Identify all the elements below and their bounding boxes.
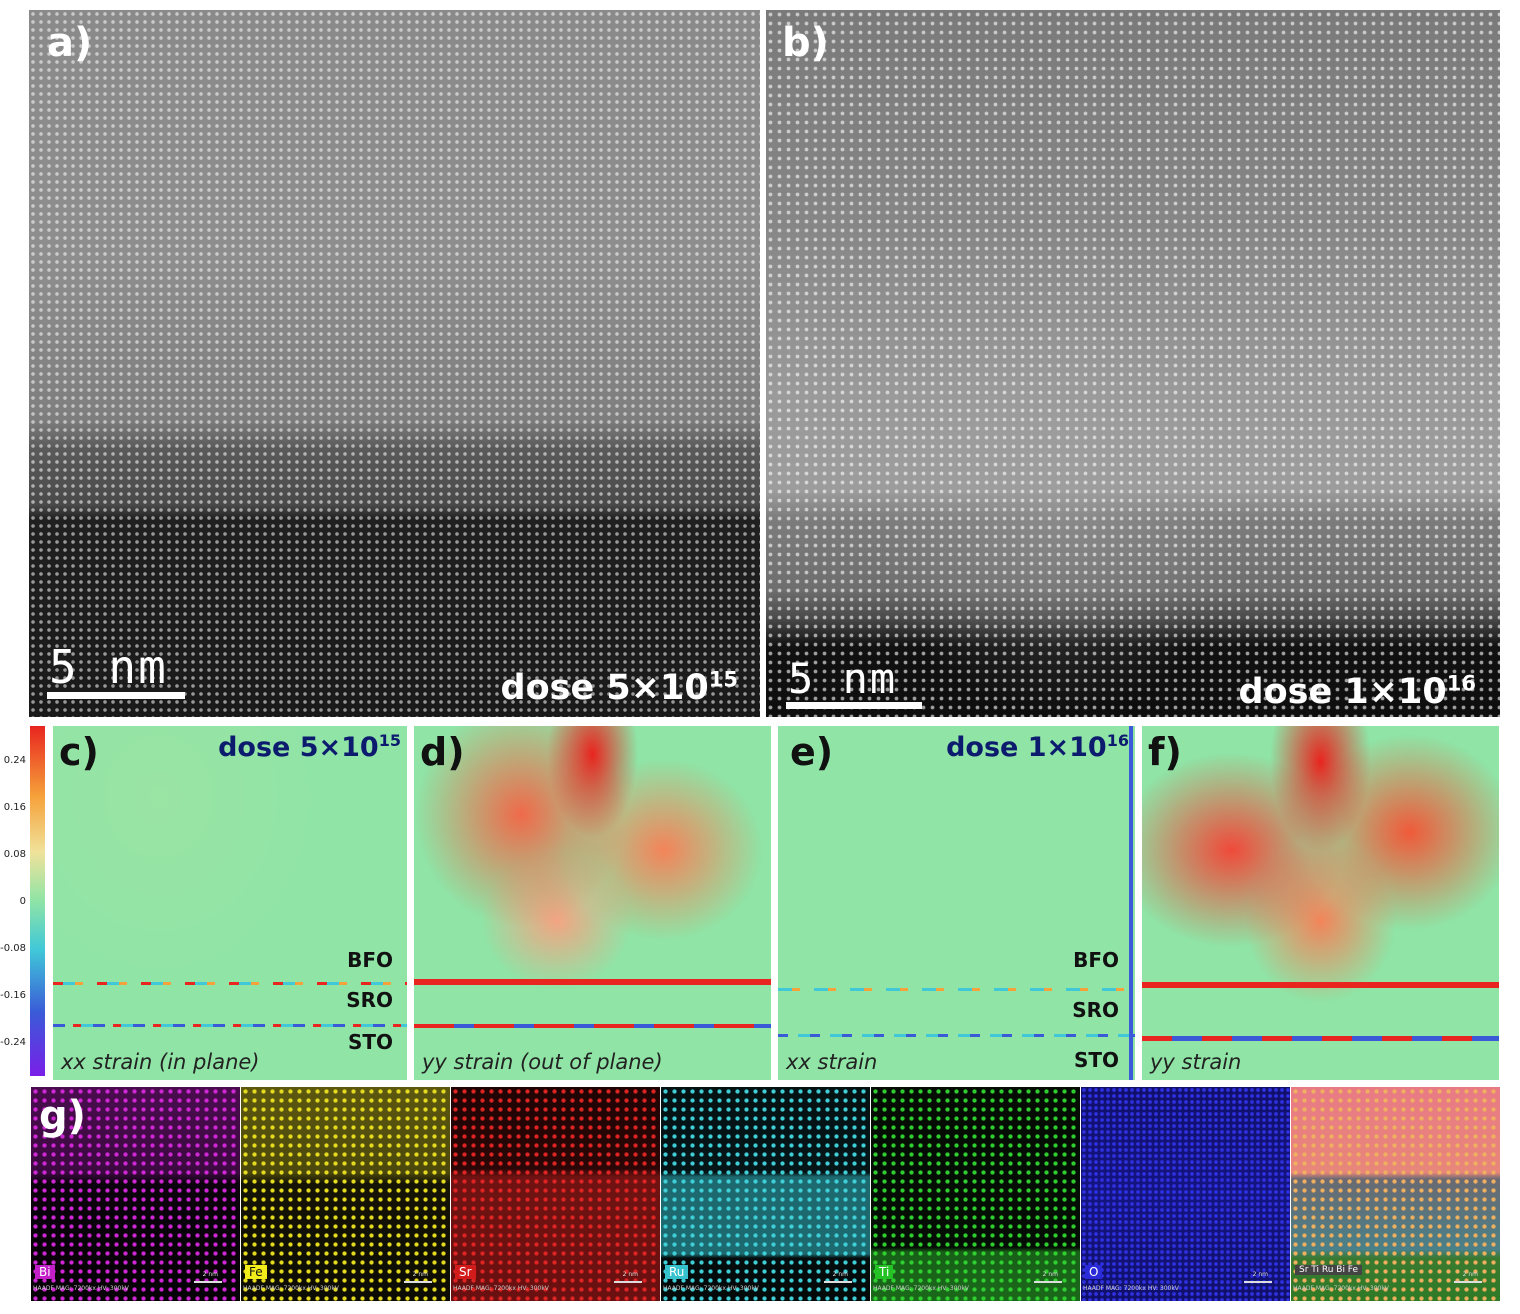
eds-map-sr: Sr HAADF MAG: 7200kx HV: 300kV 2 nm [451,1087,660,1301]
element-badge-composite: Sr Ti Ru Bi Fe [1295,1265,1363,1275]
eds-scale-label: 2 nm [1042,1271,1058,1278]
eds-map-row: g) Bi HAADF MAG: 7200kx HV: 300kV 2 nm F… [31,1087,1500,1301]
colorbar-tick: -0.24 [0,1037,26,1048]
layer-label-bfo: BFO [1073,948,1119,972]
colorbar-tick: -0.16 [0,990,26,1001]
eds-scale-label: 2 nm [412,1271,428,1278]
strain-map-d: d) yy strain (out of plane) [414,726,771,1080]
colorbar-tick: 0 [19,896,26,907]
panel-label-d: d) [420,730,465,774]
scalebar-a [47,692,185,699]
element-badge-fe: Fe [245,1265,267,1279]
layer-label-sto: STO [1073,1048,1119,1072]
eds-scale-label: 2 nm [1462,1271,1478,1278]
stem-image-b: b) 5 nm dose 1×1016 [766,10,1500,717]
eds-scalebar [614,1281,642,1283]
eds-scale-label: 2 nm [202,1271,218,1278]
eds-scalebar [824,1281,852,1283]
eds-map-fe: Fe HAADF MAG: 7200kx HV: 300kV 2 nm [241,1087,450,1301]
eds-footer: HAADF MAG: 7200kx HV: 300kV [453,1285,549,1292]
eds-footer: HAADF MAG: 7200kx HV: 300kV [1293,1285,1389,1292]
scalebar-label-a: 5 nm [49,640,168,694]
dose-label-b: dose 1×1016 [1238,671,1476,712]
caption-d: yy strain (out of plane) [422,1050,663,1074]
element-badge-ru: Ru [665,1265,689,1279]
panel-label-e: e) [790,730,834,774]
dose-label-c: dose 5×1015 [218,731,401,763]
edge-line-right [1129,726,1133,1080]
eds-footer: HAADF MAG: 7200kx HV: 300kV [663,1285,759,1292]
interface-line-upper [1142,982,1499,988]
eds-map-o: O HAADF MAG: 7200kx HV: 300kV 2 nm [1081,1087,1290,1301]
colorbar-gradient [30,726,45,1076]
stem-image-a: a) 5 nm dose 5×1015 [29,10,760,717]
layer-label-sto: STO [347,1030,393,1054]
layer-label-sro: SRO [1072,998,1119,1022]
eds-scalebar [194,1281,222,1283]
element-badge-bi: Bi [35,1265,55,1279]
interface-line-upper [53,982,407,985]
strain-map-e: e) dose 1×1016 BFO SRO STO xx strain [778,726,1135,1080]
eds-map-composite: Sr Ti Ru Bi Fe HAADF MAG: 7200kx HV: 300… [1291,1087,1500,1301]
strain-colorbar: 0.24 0.16 0.08 0 -0.08 -0.16 -0.24 [0,726,48,1080]
dose-label-e: dose 1×1016 [946,731,1129,763]
interface-line-lower [414,1024,771,1028]
interface-line-lower [778,1034,1135,1037]
eds-footer: HAADF MAG: 7200kx HV: 300kV [873,1285,969,1292]
element-badge-sr: Sr [455,1265,476,1279]
panel-label-b: b) [782,20,829,66]
colorbar-tick: 0.08 [3,849,26,860]
caption-f: yy strain [1150,1050,1242,1074]
interface-line-lower [1142,1036,1499,1041]
element-badge-o: O [1085,1265,1103,1279]
eds-scale-label: 2 nm [1252,1271,1268,1278]
strain-map-c: c) dose 5×1015 BFO SRO STO xx strain (in… [53,726,407,1080]
eds-scalebar [1454,1281,1482,1283]
colorbar-tick: 0.16 [3,802,26,813]
layer-label-bfo: BFO [347,948,393,972]
eds-scale-label: 2 nm [832,1271,848,1278]
panel-label-g: g) [39,1093,86,1139]
interface-line-upper [778,988,1135,991]
scalebar-label-b: 5 nm [788,654,898,703]
eds-scalebar [1244,1281,1272,1283]
eds-footer: HAADF MAG: 7200kx HV: 300kV [1083,1285,1179,1292]
panel-label-a: a) [47,20,93,66]
colorbar-tick: 0.24 [3,755,26,766]
strain-map-f: f) yy strain [1142,726,1499,1080]
eds-scalebar [404,1281,432,1283]
interface-line-upper [414,979,771,985]
caption-e: xx strain [786,1050,878,1074]
eds-footer: HAADF MAG: 7200kx HV: 300kV [33,1285,129,1292]
eds-scale-label: 2 nm [622,1271,638,1278]
interface-line-lower [53,1024,407,1027]
eds-footer: HAADF MAG: 7200kx HV: 300kV [243,1285,339,1292]
eds-map-ru: Ru HAADF MAG: 7200kx HV: 300kV 2 nm [661,1087,870,1301]
caption-c: xx strain (in plane) [61,1050,260,1074]
element-badge-ti: Ti [875,1265,894,1279]
eds-map-ti: Ti HAADF MAG: 7200kx HV: 300kV 2 nm [871,1087,1080,1301]
panel-label-f: f) [1148,730,1182,774]
colorbar-tick: -0.08 [0,943,26,954]
eds-map-bi: g) Bi HAADF MAG: 7200kx HV: 300kV 2 nm [31,1087,240,1301]
eds-scalebar [1034,1281,1062,1283]
scalebar-b [786,702,922,709]
panel-label-c: c) [59,730,99,774]
dose-label-a: dose 5×1015 [500,667,738,708]
layer-label-sro: SRO [346,988,393,1012]
